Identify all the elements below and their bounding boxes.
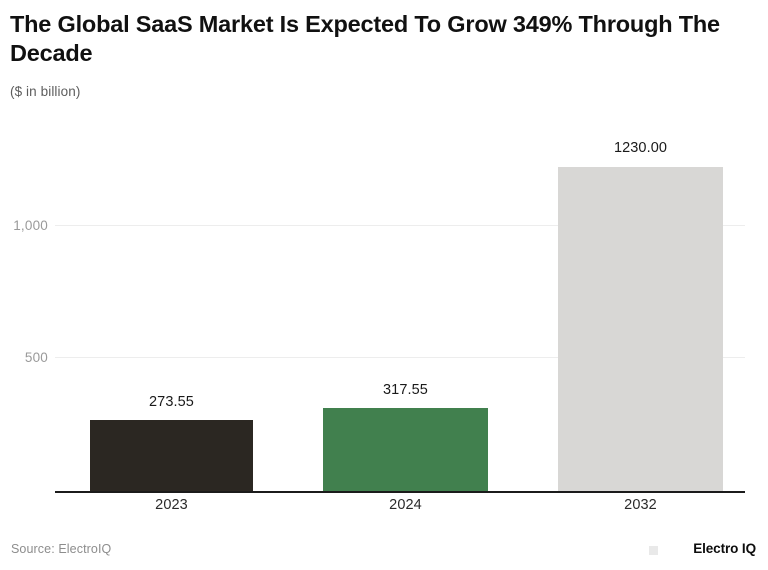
- bar-value-2032: 1230.00: [613, 140, 668, 156]
- x-axis-line: [55, 491, 745, 493]
- bars-layer: [90, 167, 723, 492]
- xtick-label-2032: 2032: [624, 497, 657, 513]
- ytick-label-1000: 1,000: [13, 218, 48, 233]
- xtick-label-2024: 2024: [389, 497, 422, 513]
- chart-footer: Source: ElectroIQ Electro IQ: [0, 528, 768, 570]
- plot-area: 1,000 500 273.55 317.55 1230.00 2023 202…: [13, 140, 745, 513]
- ytick-label-500: 500: [24, 350, 48, 365]
- bar-2023[interactable]: [90, 420, 253, 492]
- chart-subtitle: ($ in billion): [10, 84, 81, 100]
- square-mark-icon: [649, 546, 658, 555]
- bar-value-2023: 273.55: [149, 394, 194, 410]
- bar-2024[interactable]: [323, 408, 488, 492]
- chart-title: The Global SaaS Market Is Expected To Gr…: [10, 11, 720, 66]
- chart-header: The Global SaaS Market Is Expected To Gr…: [10, 10, 758, 99]
- brand-logo: Electro IQ: [693, 541, 756, 556]
- bar-2032[interactable]: [558, 167, 723, 492]
- source-note: Source: ElectroIQ: [11, 542, 112, 556]
- bar-value-2024: 317.55: [383, 382, 428, 398]
- xtick-label-2023: 2023: [155, 497, 188, 513]
- gridline-500: [55, 357, 745, 358]
- gridline-1000: [55, 225, 745, 226]
